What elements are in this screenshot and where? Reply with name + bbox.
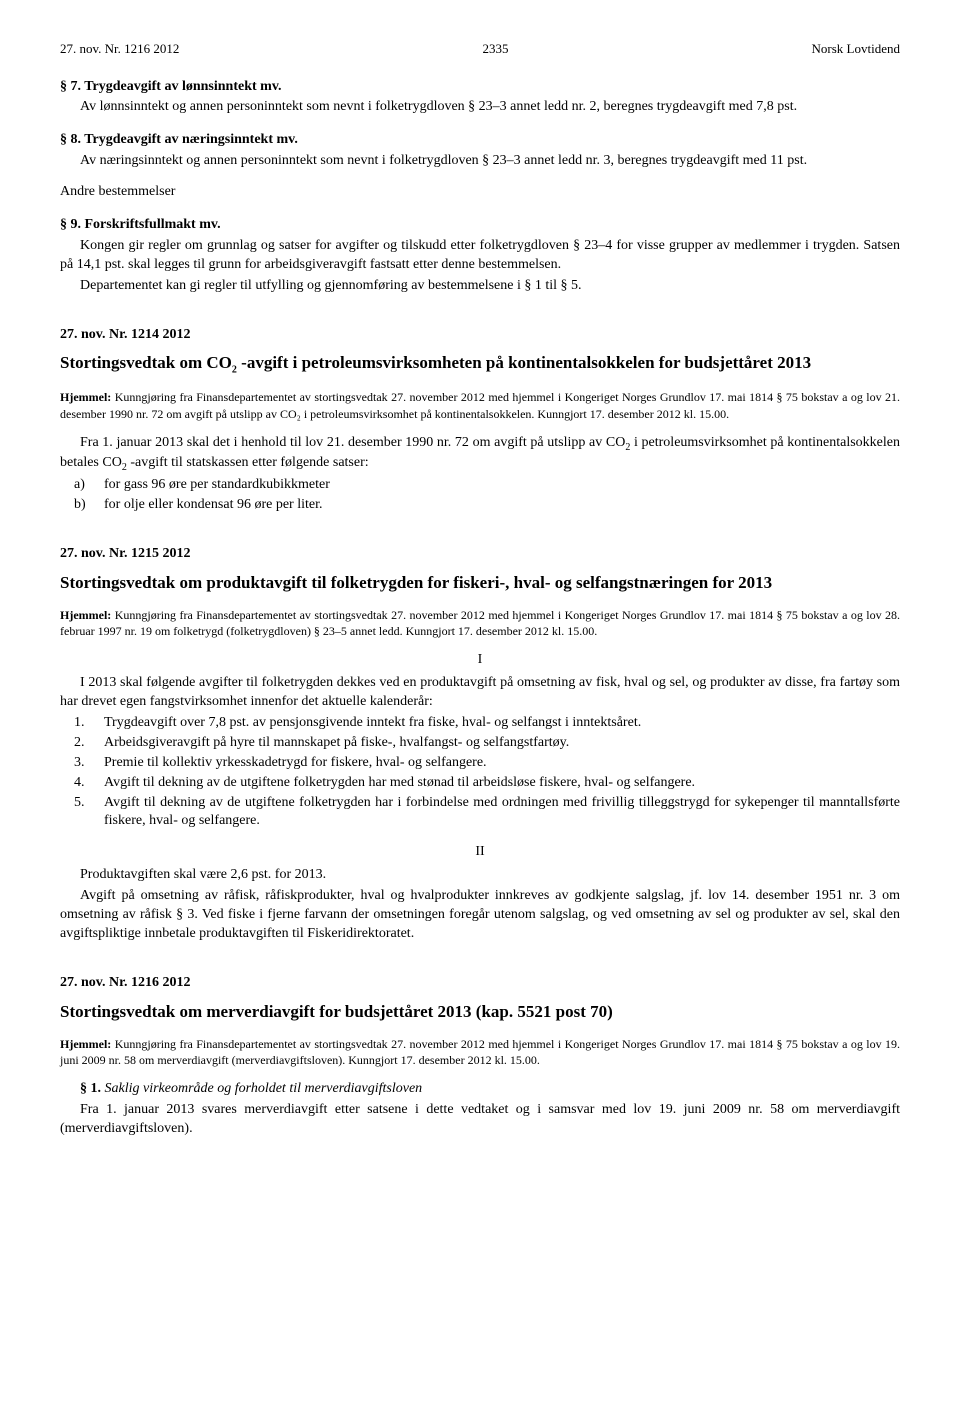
vedtak-1216-s1: § 1. Saklig virkeområde og forholdet til… <box>60 1080 900 1099</box>
vedtak-1215-ref: 27. nov. Nr. 1215 2012 <box>60 545 900 564</box>
vedtak-1214-title: Stortingsvedtak om CO2 -avgift i petrole… <box>60 352 900 377</box>
list-item: 4. Avgift til dekning av de utgiftene fo… <box>60 774 900 793</box>
list-item: 5. Avgift til dekning av de utgiftene fo… <box>60 794 900 832</box>
hjemmel-label: Hjemmel: <box>60 1037 111 1051</box>
list-text: for gass 96 øre per standardkubikkmeter <box>104 476 900 495</box>
body-a: Fra 1. januar 2013 skal det i henhold ti… <box>80 435 625 450</box>
list-item: 2. Arbeidsgiveravgift på hyre til mannsk… <box>60 734 900 753</box>
s1-label: § 1. <box>80 1081 101 1096</box>
hjemmel-label: Hjemmel: <box>60 608 111 622</box>
list-marker: 2. <box>60 734 104 753</box>
vedtak-1214-hjemmel: Hjemmel: Kunngjøring fra Finansdeparteme… <box>60 389 900 421</box>
roman-2: II <box>60 843 900 862</box>
vedtak-1214-ref: 27. nov. Nr. 1214 2012 <box>60 326 900 345</box>
hjemmel-text: Kunngjøring fra Finansdepartementet av s… <box>60 390 900 420</box>
section-7-heading: § 7. Trygdeavgift av lønnsinntekt mv. <box>60 78 900 97</box>
andre-bestemmelser-heading: Andre bestemmelser <box>60 183 900 202</box>
vedtak-1216-s1-body: Fra 1. januar 2013 svares merverdiavgift… <box>60 1101 900 1139</box>
hjemmel-text: Kunngjøring fra Finansdepartementet av s… <box>60 1037 900 1067</box>
hjemmel-label: Hjemmel: <box>60 390 111 404</box>
list-marker: a) <box>60 476 104 495</box>
vedtak-1214-body: Fra 1. januar 2013 skal det i henhold ti… <box>60 434 900 475</box>
page-header: 27. nov. Nr. 1216 2012 2335 Norsk Lovtid… <box>60 40 900 58</box>
list-marker: b) <box>60 496 104 515</box>
list-item: a) for gass 96 øre per standardkubikkmet… <box>60 476 900 495</box>
list-text: Premie til kollektiv yrkesskadetrygd for… <box>104 754 900 773</box>
list-item: b) for olje eller kondensat 96 øre per l… <box>60 496 900 515</box>
roman-1: I <box>60 651 900 670</box>
vedtak-1215-list: 1. Trygdeavgift over 7,8 pst. av pensjon… <box>60 714 900 831</box>
list-marker: 4. <box>60 774 104 793</box>
vedtak-1214-title-a: Stortingsvedtak om CO <box>60 353 232 372</box>
section-8-heading: § 8. Trygdeavgift av næringsinntekt mv. <box>60 131 900 150</box>
list-text: Avgift til dekning av de utgiftene folke… <box>104 774 900 793</box>
vedtak-1216-ref: 27. nov. Nr. 1216 2012 <box>60 974 900 993</box>
header-right: Norsk Lovtidend <box>812 40 900 58</box>
vedtak-1216-title: Stortingsvedtak om merverdiavgift for bu… <box>60 1001 900 1024</box>
list-marker: 3. <box>60 754 104 773</box>
body-c: -avgift til statskassen etter følgende s… <box>127 455 369 470</box>
section-9-p2: Departementet kan gi regler til utfyllin… <box>60 277 900 296</box>
header-left: 27. nov. Nr. 1216 2012 <box>60 40 179 58</box>
list-text: Arbeidsgiveravgift på hyre til mannskape… <box>104 734 900 753</box>
list-marker: 1. <box>60 714 104 733</box>
vedtak-1215-p2a: Produktavgiften skal være 2,6 pst. for 2… <box>60 866 900 885</box>
list-item: 3. Premie til kollektiv yrkesskadetrygd … <box>60 754 900 773</box>
vedtak-1215-hjemmel: Hjemmel: Kunngjøring fra Finansdeparteme… <box>60 607 900 639</box>
section-8-body: Av næringsinntekt og annen personinntekt… <box>60 152 900 171</box>
list-marker: 5. <box>60 794 104 832</box>
list-text: Avgift til dekning av de utgiftene folke… <box>104 794 900 832</box>
vedtak-1216-hjemmel: Hjemmel: Kunngjøring fra Finansdeparteme… <box>60 1036 900 1068</box>
vedtak-1215-title: Stortingsvedtak om produktavgift til fol… <box>60 572 900 595</box>
hjemmel-text: Kunngjøring fra Finansdepartementet av s… <box>60 608 900 638</box>
list-item: 1. Trygdeavgift over 7,8 pst. av pensjon… <box>60 714 900 733</box>
vedtak-1214-title-b: -avgift i petroleumsvirksomheten på kont… <box>237 353 811 372</box>
header-center: 2335 <box>482 40 508 58</box>
vedtak-1215-p2b: Avgift på omsetning av råfisk, råfiskpro… <box>60 887 900 944</box>
section-9-heading: § 9. Forskriftsfullmakt mv. <box>60 216 900 235</box>
s1-heading: Saklig virkeområde og forholdet til merv… <box>105 1081 423 1096</box>
section-7-body: Av lønnsinntekt og annen personinntekt s… <box>60 98 900 117</box>
section-9-p1: Kongen gir regler om grunnlag og satser … <box>60 237 900 275</box>
vedtak-1214-list: a) for gass 96 øre per standardkubikkmet… <box>60 476 900 515</box>
list-text: for olje eller kondensat 96 øre per lite… <box>104 496 900 515</box>
vedtak-1215-intro: I 2013 skal følgende avgifter til folket… <box>60 674 900 712</box>
list-text: Trygdeavgift over 7,8 pst. av pensjonsgi… <box>104 714 900 733</box>
